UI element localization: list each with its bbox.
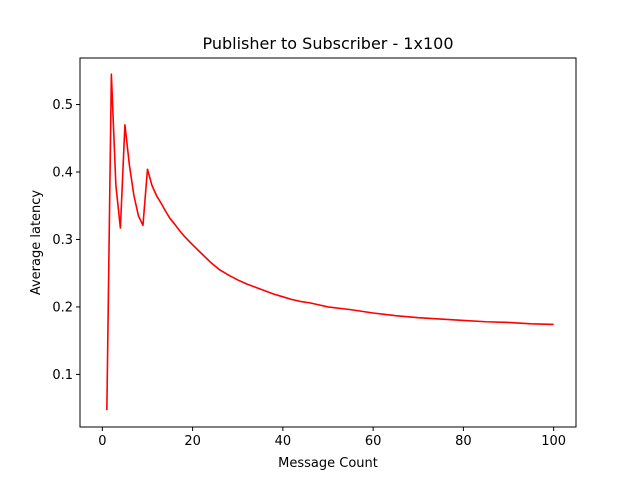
y-tick-label: 0.1 bbox=[52, 368, 73, 383]
chart-title: Publisher to Subscriber - 1x100 bbox=[202, 34, 453, 53]
y-tick-label: 0.5 bbox=[52, 98, 73, 113]
y-tick-label: 0.4 bbox=[52, 166, 73, 181]
x-tick-label: 20 bbox=[184, 434, 201, 449]
axes-frame bbox=[79, 57, 577, 428]
x-tick-label: 60 bbox=[365, 434, 382, 449]
x-tick-label: 0 bbox=[98, 434, 106, 449]
x-axis-ticks: 0 20 40 60 80 100 bbox=[98, 427, 566, 449]
series-line-0 bbox=[106, 73, 554, 411]
y-tick-label: 0.3 bbox=[52, 233, 73, 248]
x-tick-label: 40 bbox=[275, 434, 292, 449]
y-axis-ticks: 0.1 0.2 0.3 0.4 0.5 bbox=[52, 98, 80, 383]
plot-layer bbox=[106, 73, 554, 411]
x-axis-label: Message Count bbox=[278, 456, 378, 471]
y-axis-label: Average latency bbox=[29, 190, 44, 296]
x-tick-label: 80 bbox=[455, 434, 472, 449]
x-tick-label: 100 bbox=[541, 434, 566, 449]
y-tick-label: 0.2 bbox=[52, 300, 73, 315]
